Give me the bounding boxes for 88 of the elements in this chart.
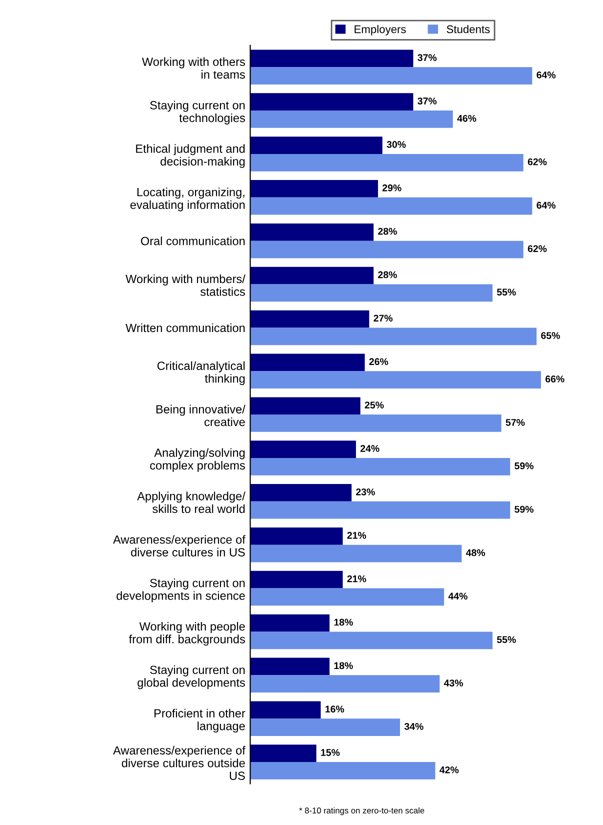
- data-label: 55%: [496, 636, 516, 644]
- data-label: 37%: [418, 98, 437, 104]
- bar: [250, 136, 382, 154]
- bar: [250, 284, 493, 302]
- bar: [250, 762, 436, 780]
- bar: [250, 658, 330, 676]
- legend-label: Students: [446, 25, 490, 34]
- data-label: 59%: [514, 506, 534, 513]
- bar: [250, 570, 343, 588]
- y-tick-label: Locating, organizing, evaluating information: [130, 188, 245, 212]
- bar: [250, 180, 378, 198]
- data-label: 27%: [374, 314, 393, 322]
- y-tick-label: Awareness/experience of diverse cultures in US: [113, 535, 246, 556]
- bar: [250, 266, 374, 284]
- bar: [250, 310, 370, 328]
- data-label: 59%: [514, 462, 534, 470]
- y-tick-label: Written communication: [126, 323, 245, 332]
- bar: [250, 371, 541, 388]
- data-label: 62%: [528, 245, 547, 252]
- data-label: 64%: [536, 202, 556, 209]
- bar: [250, 701, 321, 719]
- bar: [250, 223, 374, 241]
- bar: [250, 67, 532, 84]
- data-label: 30%: [386, 141, 406, 148]
- data-label: 18%: [334, 662, 353, 670]
- data-label: 65%: [541, 332, 560, 339]
- y-tick-label: Critical/analytical thinking: [157, 361, 245, 386]
- data-label: 34%: [404, 723, 424, 730]
- bar: [250, 675, 440, 693]
- data-label: 25%: [364, 402, 384, 408]
- y-tick-label: Awareness/experience of diverse cultures outside US: [113, 746, 246, 780]
- y-tick-label: Working with others in teams: [142, 57, 245, 79]
- data-label: 55%: [496, 288, 516, 296]
- bar: [250, 354, 365, 372]
- data-label: 64%: [536, 72, 556, 78]
- bar: [250, 718, 400, 736]
- data-label: 46%: [457, 114, 476, 122]
- y-tick-label: Being innovative/ creative: [156, 404, 246, 426]
- legend-label: Employers: [354, 25, 406, 36]
- data-label: 29%: [382, 184, 402, 192]
- data-label: 21%: [347, 532, 366, 539]
- bar: [250, 414, 502, 432]
- data-label: 43%: [444, 680, 464, 686]
- data-label: 28%: [378, 271, 397, 278]
- bar: [250, 527, 343, 545]
- bar: [250, 440, 356, 458]
- data-label: 48%: [466, 549, 486, 556]
- bar: [250, 588, 444, 606]
- bar: [250, 397, 360, 415]
- y-tick-label: Staying current on developments in science: [116, 578, 245, 602]
- y-tick-label: Working with numbers/ statistics: [126, 274, 246, 296]
- data-label: 23%: [356, 488, 375, 496]
- y-tick-label: Oral communication: [140, 236, 245, 246]
- y-tick-label: Applying knowledge/ skills to real world: [137, 492, 246, 514]
- bar: [250, 614, 330, 632]
- text: * 8-10 ratings on zero-to-ten scale: [299, 807, 424, 816]
- bar: [250, 744, 316, 762]
- data-label: 66%: [546, 376, 564, 382]
- bar: [250, 110, 453, 128]
- bar: [250, 50, 414, 68]
- data-label: 26%: [369, 358, 388, 366]
- y-tick-label: Proficient in other language: [154, 708, 246, 733]
- bar: [250, 632, 493, 650]
- bar: [250, 240, 524, 258]
- y-tick-label: Working with people from diff. backgrounds: [128, 622, 245, 646]
- bar: [250, 484, 352, 502]
- y-tick-label: Staying current on technologies: [150, 100, 245, 124]
- bar: [250, 197, 532, 215]
- bar: [250, 501, 510, 519]
- data-label: 42%: [440, 766, 459, 774]
- data-label: 15%: [321, 749, 340, 756]
- data-label: 57%: [506, 419, 525, 426]
- bar: [250, 328, 537, 346]
- bar: [250, 458, 510, 476]
- y-tick-label: Staying current on global developments: [138, 665, 245, 690]
- bar: [250, 544, 462, 562]
- bar: [250, 154, 524, 172]
- data-label: 28%: [378, 228, 397, 235]
- data-label: 21%: [347, 575, 366, 582]
- data-label: 62%: [528, 158, 547, 166]
- data-label: 24%: [360, 445, 380, 452]
- y-tick-label: Ethical judgment and decision-making: [136, 144, 245, 168]
- data-label: 18%: [334, 618, 353, 626]
- data-label: 16%: [326, 706, 344, 713]
- data-label: 37%: [418, 54, 437, 62]
- bar: [250, 93, 414, 111]
- data-label: 44%: [448, 592, 468, 600]
- y-tick-label: Analyzing/solving complex problems: [150, 448, 245, 472]
